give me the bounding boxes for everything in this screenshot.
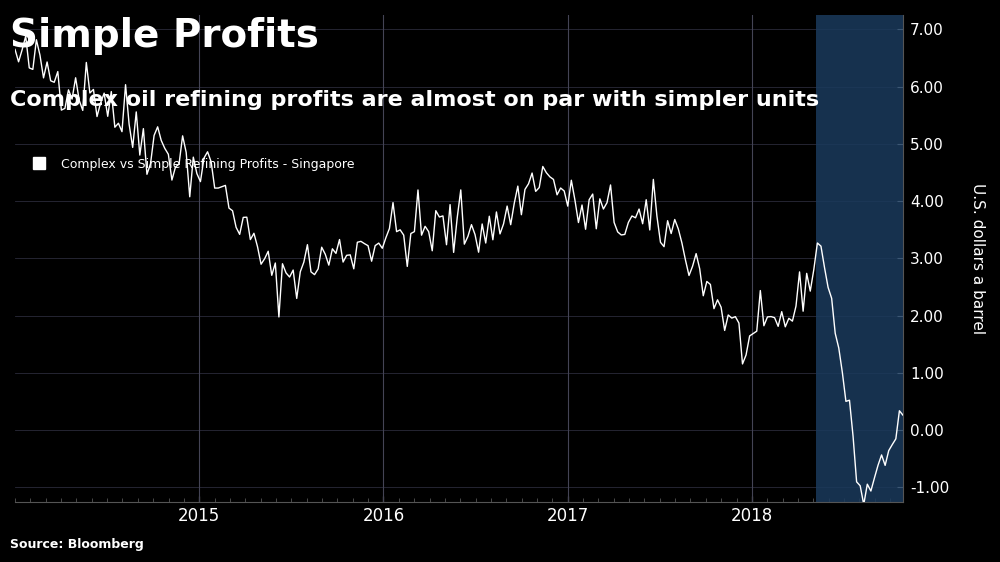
Text: Source: Bloomberg: Source: Bloomberg [10, 538, 144, 551]
Y-axis label: U.S. dollars a barrel: U.S. dollars a barrel [970, 183, 985, 334]
Legend: Complex vs Simple Refining Profits - Singapore: Complex vs Simple Refining Profits - Sin… [21, 153, 360, 176]
Text: Simple Profits: Simple Profits [10, 17, 319, 55]
Text: Complex oil refining profits are almost on par with simpler units: Complex oil refining profits are almost … [10, 90, 819, 110]
Bar [816, 15, 905, 502]
